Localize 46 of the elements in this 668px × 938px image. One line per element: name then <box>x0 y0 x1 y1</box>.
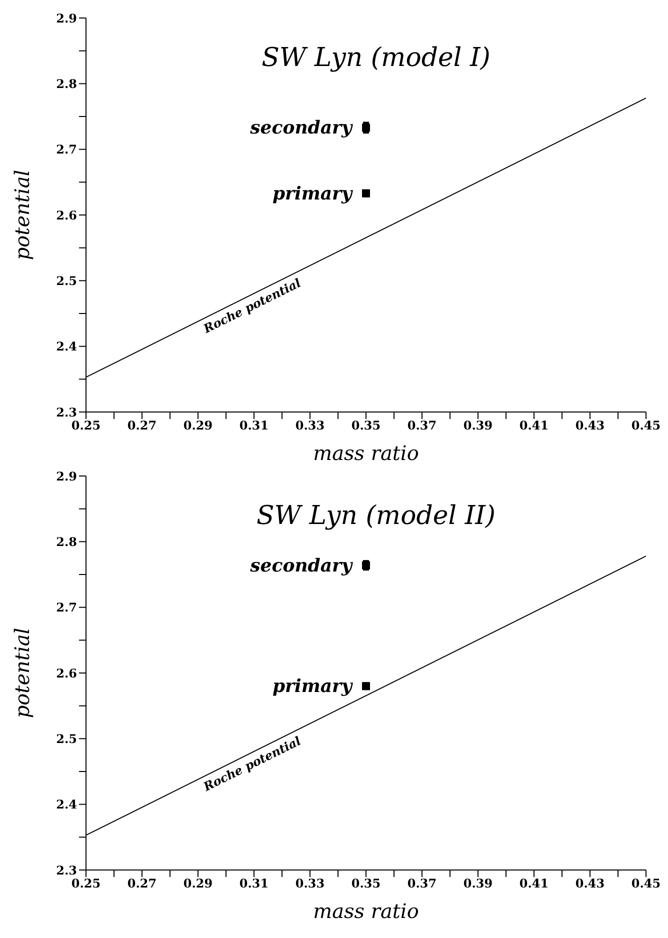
series-label: primary <box>272 183 354 204</box>
y-tick-label: 2.6 <box>56 208 77 222</box>
x-tick-label: 0.29 <box>183 418 213 433</box>
y-tick-label: 2.9 <box>56 11 77 26</box>
y-axis-title: potential <box>10 628 34 718</box>
y-tick-label: 2.9 <box>56 469 77 484</box>
series-label: secondary <box>249 555 354 576</box>
x-tick-label: 0.29 <box>183 876 213 891</box>
series-label: primary <box>272 676 354 698</box>
x-tick-label: 0.45 <box>631 876 661 891</box>
x-tick-label: 0.37 <box>407 876 437 891</box>
y-tick-label: 2.8 <box>56 76 77 91</box>
x-axis-title: mass ratio <box>313 899 419 923</box>
x-axis-title: mass ratio <box>313 441 419 465</box>
y-tick-label: 2.3 <box>56 863 77 878</box>
x-tick-label: 0.45 <box>631 418 661 433</box>
x-tick-label: 0.33 <box>295 876 325 891</box>
x-tick-label: 0.39 <box>463 876 493 891</box>
y-tick-label: 2.8 <box>56 534 77 549</box>
y-tick-label: 2.7 <box>56 600 77 615</box>
x-tick-label: 0.25 <box>71 418 101 433</box>
x-tick-label: 0.31 <box>239 418 269 433</box>
x-tick-label: 0.35 <box>351 418 381 433</box>
y-axis-title: potential <box>10 170 34 260</box>
y-tick-label: 2.7 <box>56 142 77 157</box>
y-tick-label: 2.4 <box>56 340 77 354</box>
series-label: secondary <box>249 118 354 139</box>
y-tick-label: 2.4 <box>56 798 77 812</box>
x-tick-label: 0.39 <box>463 418 493 433</box>
x-tick-label: 0.43 <box>575 418 605 433</box>
y-tick-label: 2.3 <box>56 405 77 420</box>
x-tick-label: 0.33 <box>295 418 325 433</box>
x-tick-label: 0.31 <box>239 876 269 891</box>
x-tick-label: 0.41 <box>519 876 549 891</box>
x-tick-label: 0.27 <box>127 418 157 433</box>
text: SW Lyn (model I) <box>262 43 490 73</box>
y-tick-label: 2.5 <box>56 732 77 746</box>
x-tick-label: 0.27 <box>127 876 157 891</box>
x-tick-label: 0.41 <box>519 418 549 433</box>
y-tick-label: 2.5 <box>56 274 77 288</box>
x-tick-label: 0.43 <box>575 876 605 891</box>
text: SW Lyn (model II) <box>256 501 496 531</box>
y-tick-label: 2.6 <box>56 666 77 680</box>
x-tick-label: 0.37 <box>407 418 437 433</box>
x-tick-label: 0.35 <box>351 876 381 891</box>
x-tick-label: 0.25 <box>71 876 101 891</box>
